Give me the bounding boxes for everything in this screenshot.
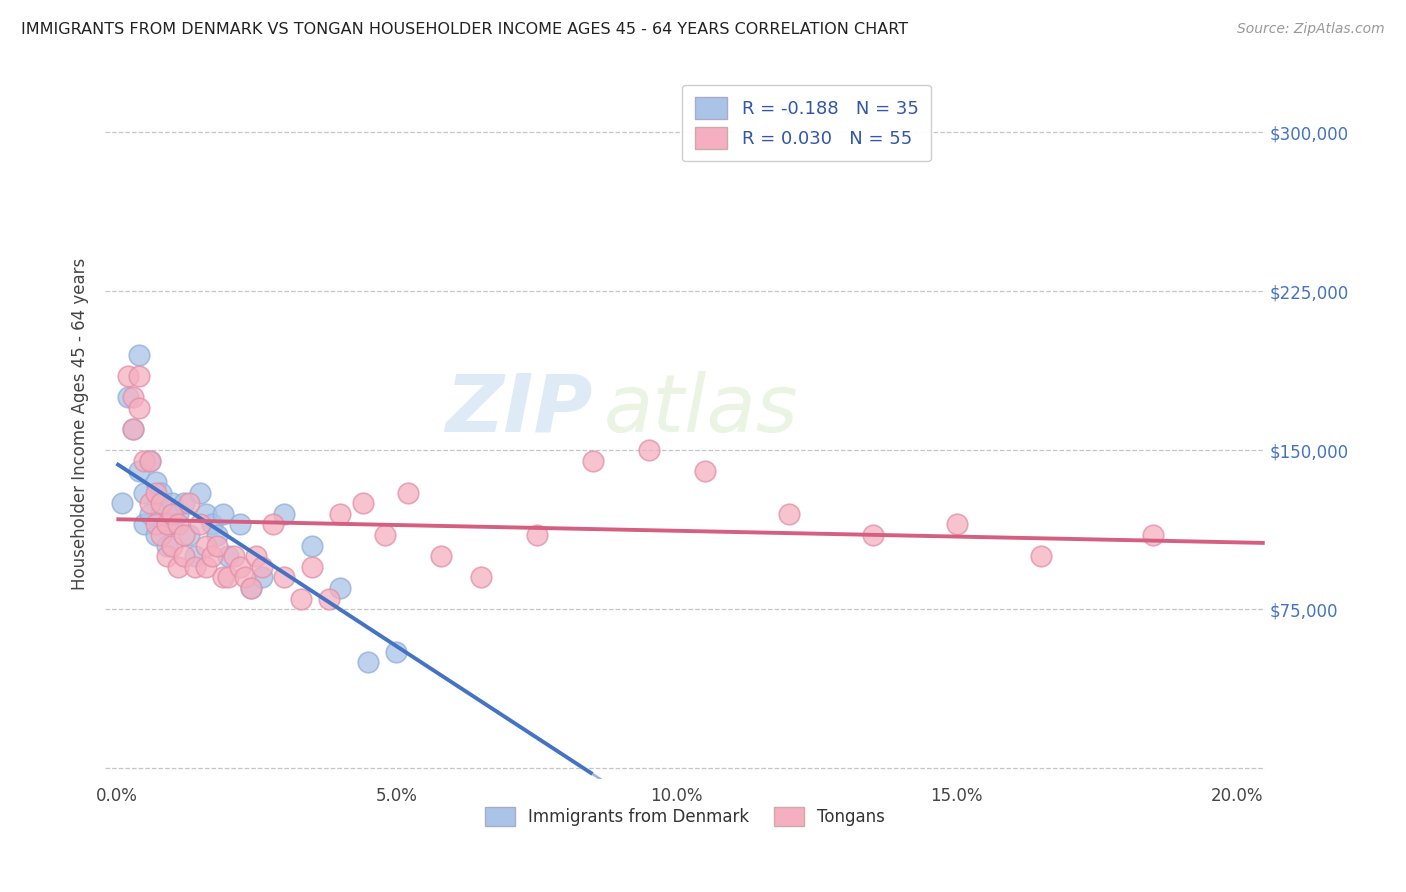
- Point: [250, 559, 273, 574]
- Point: [290, 591, 312, 606]
- Point: [778, 507, 800, 521]
- Point: [245, 549, 267, 564]
- Point: [228, 559, 250, 574]
- Point: [150, 507, 173, 521]
- Point: [526, 528, 548, 542]
- Point: [190, 517, 212, 532]
- Point: [222, 549, 245, 564]
- Point: [301, 539, 323, 553]
- Point: [134, 454, 156, 468]
- Point: [111, 496, 134, 510]
- Point: [128, 369, 150, 384]
- Point: [693, 465, 716, 479]
- Point: [150, 528, 173, 542]
- Point: [233, 570, 256, 584]
- Text: IMMIGRANTS FROM DENMARK VS TONGAN HOUSEHOLDER INCOME AGES 45 - 64 YEARS CORRELAT: IMMIGRANTS FROM DENMARK VS TONGAN HOUSEH…: [21, 22, 908, 37]
- Point: [134, 485, 156, 500]
- Point: [173, 528, 195, 542]
- Point: [228, 517, 250, 532]
- Point: [122, 422, 145, 436]
- Point: [329, 507, 352, 521]
- Text: Source: ZipAtlas.com: Source: ZipAtlas.com: [1237, 22, 1385, 37]
- Point: [190, 485, 212, 500]
- Point: [301, 559, 323, 574]
- Point: [167, 507, 190, 521]
- Point: [1142, 528, 1164, 542]
- Point: [145, 485, 167, 500]
- Point: [167, 559, 190, 574]
- Point: [117, 390, 139, 404]
- Point: [207, 539, 229, 553]
- Point: [179, 528, 201, 542]
- Point: [128, 348, 150, 362]
- Point: [581, 454, 603, 468]
- Point: [117, 369, 139, 384]
- Point: [273, 507, 295, 521]
- Point: [329, 581, 352, 595]
- Point: [173, 549, 195, 564]
- Point: [128, 465, 150, 479]
- Point: [318, 591, 340, 606]
- Point: [201, 517, 224, 532]
- Point: [162, 539, 184, 553]
- Legend: Immigrants from Denmark, Tongans: Immigrants from Denmark, Tongans: [477, 798, 894, 835]
- Point: [145, 528, 167, 542]
- Point: [139, 507, 162, 521]
- Point: [184, 559, 207, 574]
- Point: [156, 517, 179, 532]
- Point: [470, 570, 492, 584]
- Point: [128, 401, 150, 415]
- Point: [239, 581, 262, 595]
- Point: [162, 507, 184, 521]
- Point: [862, 528, 884, 542]
- Point: [250, 570, 273, 584]
- Point: [374, 528, 396, 542]
- Point: [156, 549, 179, 564]
- Point: [385, 645, 408, 659]
- Point: [217, 570, 239, 584]
- Point: [156, 517, 179, 532]
- Point: [195, 559, 218, 574]
- Point: [167, 517, 190, 532]
- Point: [139, 454, 162, 468]
- Point: [239, 581, 262, 595]
- Point: [352, 496, 374, 510]
- Text: atlas: atlas: [603, 370, 799, 449]
- Point: [162, 517, 184, 532]
- Point: [217, 549, 239, 564]
- Point: [430, 549, 453, 564]
- Point: [201, 549, 224, 564]
- Point: [150, 485, 173, 500]
- Point: [195, 539, 218, 553]
- Y-axis label: Householder Income Ages 45 - 64 years: Householder Income Ages 45 - 64 years: [72, 258, 89, 590]
- Point: [184, 549, 207, 564]
- Point: [195, 507, 218, 521]
- Point: [134, 517, 156, 532]
- Point: [211, 507, 233, 521]
- Point: [139, 454, 162, 468]
- Point: [211, 570, 233, 584]
- Point: [207, 528, 229, 542]
- Point: [396, 485, 419, 500]
- Point: [357, 655, 380, 669]
- Point: [150, 496, 173, 510]
- Text: ZIP: ZIP: [444, 370, 592, 449]
- Point: [145, 475, 167, 489]
- Point: [1029, 549, 1052, 564]
- Point: [262, 517, 284, 532]
- Point: [139, 496, 162, 510]
- Point: [173, 496, 195, 510]
- Point: [945, 517, 967, 532]
- Point: [637, 443, 659, 458]
- Point: [122, 390, 145, 404]
- Point: [156, 539, 179, 553]
- Point: [122, 422, 145, 436]
- Point: [145, 517, 167, 532]
- Point: [179, 496, 201, 510]
- Point: [162, 496, 184, 510]
- Point: [273, 570, 295, 584]
